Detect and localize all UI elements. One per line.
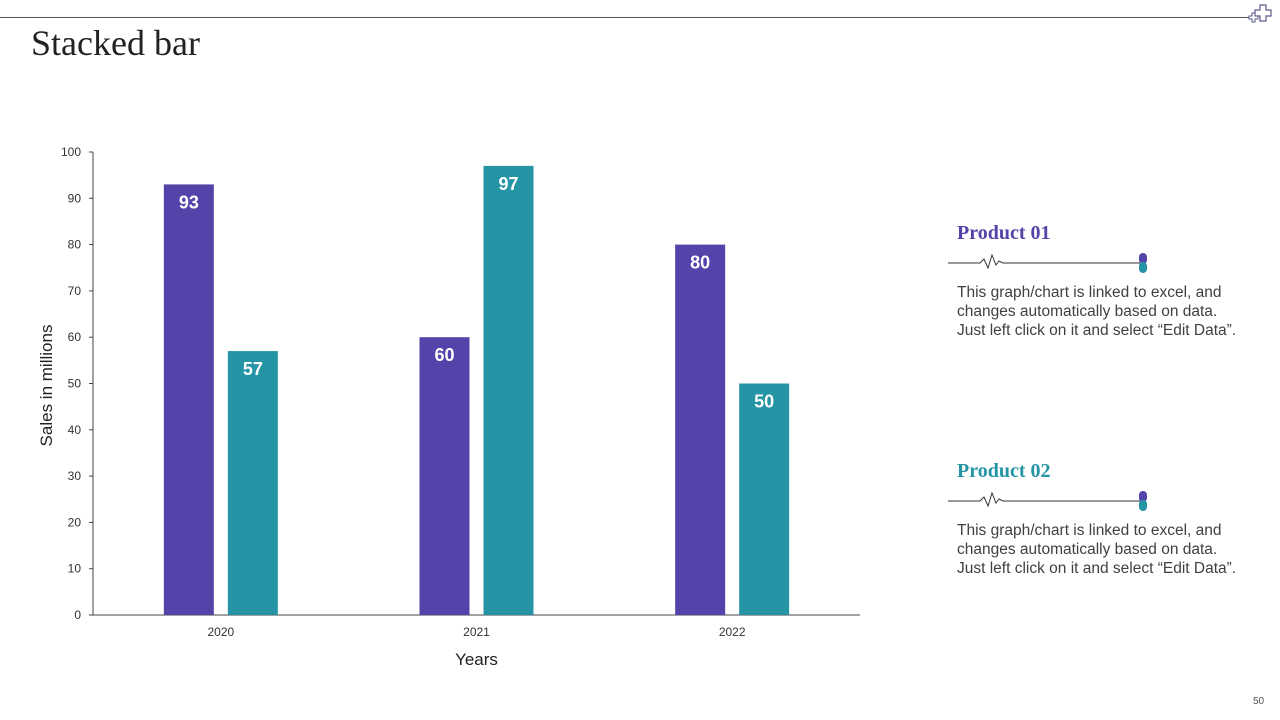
- data-label: 60: [434, 345, 454, 365]
- y-tick-label: 90: [68, 191, 82, 205]
- y-tick-label: 60: [68, 330, 82, 344]
- y-tick-label: 100: [61, 145, 81, 159]
- data-label: 80: [690, 253, 710, 273]
- legend-product-01: Product 01 This graph/chart is linked to…: [948, 222, 1248, 340]
- slide-title: Stacked bar: [31, 23, 200, 63]
- top-divider: [0, 17, 1252, 18]
- data-label: 57: [243, 359, 263, 379]
- bar-chart: 0 10 20 30 40 50 60 70 80 90 100 93 57 2020 60 97 2021 80…: [37, 145, 860, 669]
- plus-cross-icon: [1248, 4, 1272, 23]
- legend-title-product-01: Product 01: [957, 222, 1051, 244]
- y-tick-label: 80: [68, 238, 82, 252]
- bar-product-02-2022: [739, 383, 790, 615]
- x-tick-label: 2021: [463, 625, 490, 639]
- page-number: 50: [1253, 696, 1265, 707]
- legend-product-02: Product 02 This graph/chart is linked to…: [948, 460, 1248, 578]
- x-axis-title: Years: [455, 650, 498, 669]
- data-label: 93: [179, 192, 199, 212]
- bar-product-02-2021: [483, 165, 534, 615]
- y-tick-label: 70: [68, 284, 82, 298]
- bar-product-02-2020: [227, 351, 278, 615]
- y-tick-label: 0: [74, 608, 81, 622]
- bar-product-01-2021: [419, 337, 470, 615]
- heartbeat-line-icon: [948, 491, 1147, 511]
- bar-product-01-2022: [675, 244, 726, 615]
- legend-description-product-01: This graph/chart is linked to excel, and…: [957, 284, 1237, 339]
- y-tick-label: 50: [68, 377, 82, 391]
- legend-title-product-02: Product 02: [957, 460, 1051, 482]
- data-label: 97: [498, 174, 518, 194]
- y-tick-label: 40: [68, 423, 82, 437]
- data-label: 50: [754, 392, 774, 412]
- y-axis-title: Sales in millions: [37, 325, 56, 447]
- heartbeat-line-icon: [948, 253, 1147, 273]
- y-tick-label: 10: [68, 562, 82, 576]
- y-tick-label: 30: [68, 469, 82, 483]
- y-tick-label: 20: [68, 515, 82, 529]
- x-tick-label: 2020: [207, 625, 234, 639]
- x-tick-label: 2022: [719, 625, 746, 639]
- legend-description-product-02: This graph/chart is linked to excel, and…: [957, 522, 1237, 577]
- bar-product-01-2020: [163, 184, 214, 615]
